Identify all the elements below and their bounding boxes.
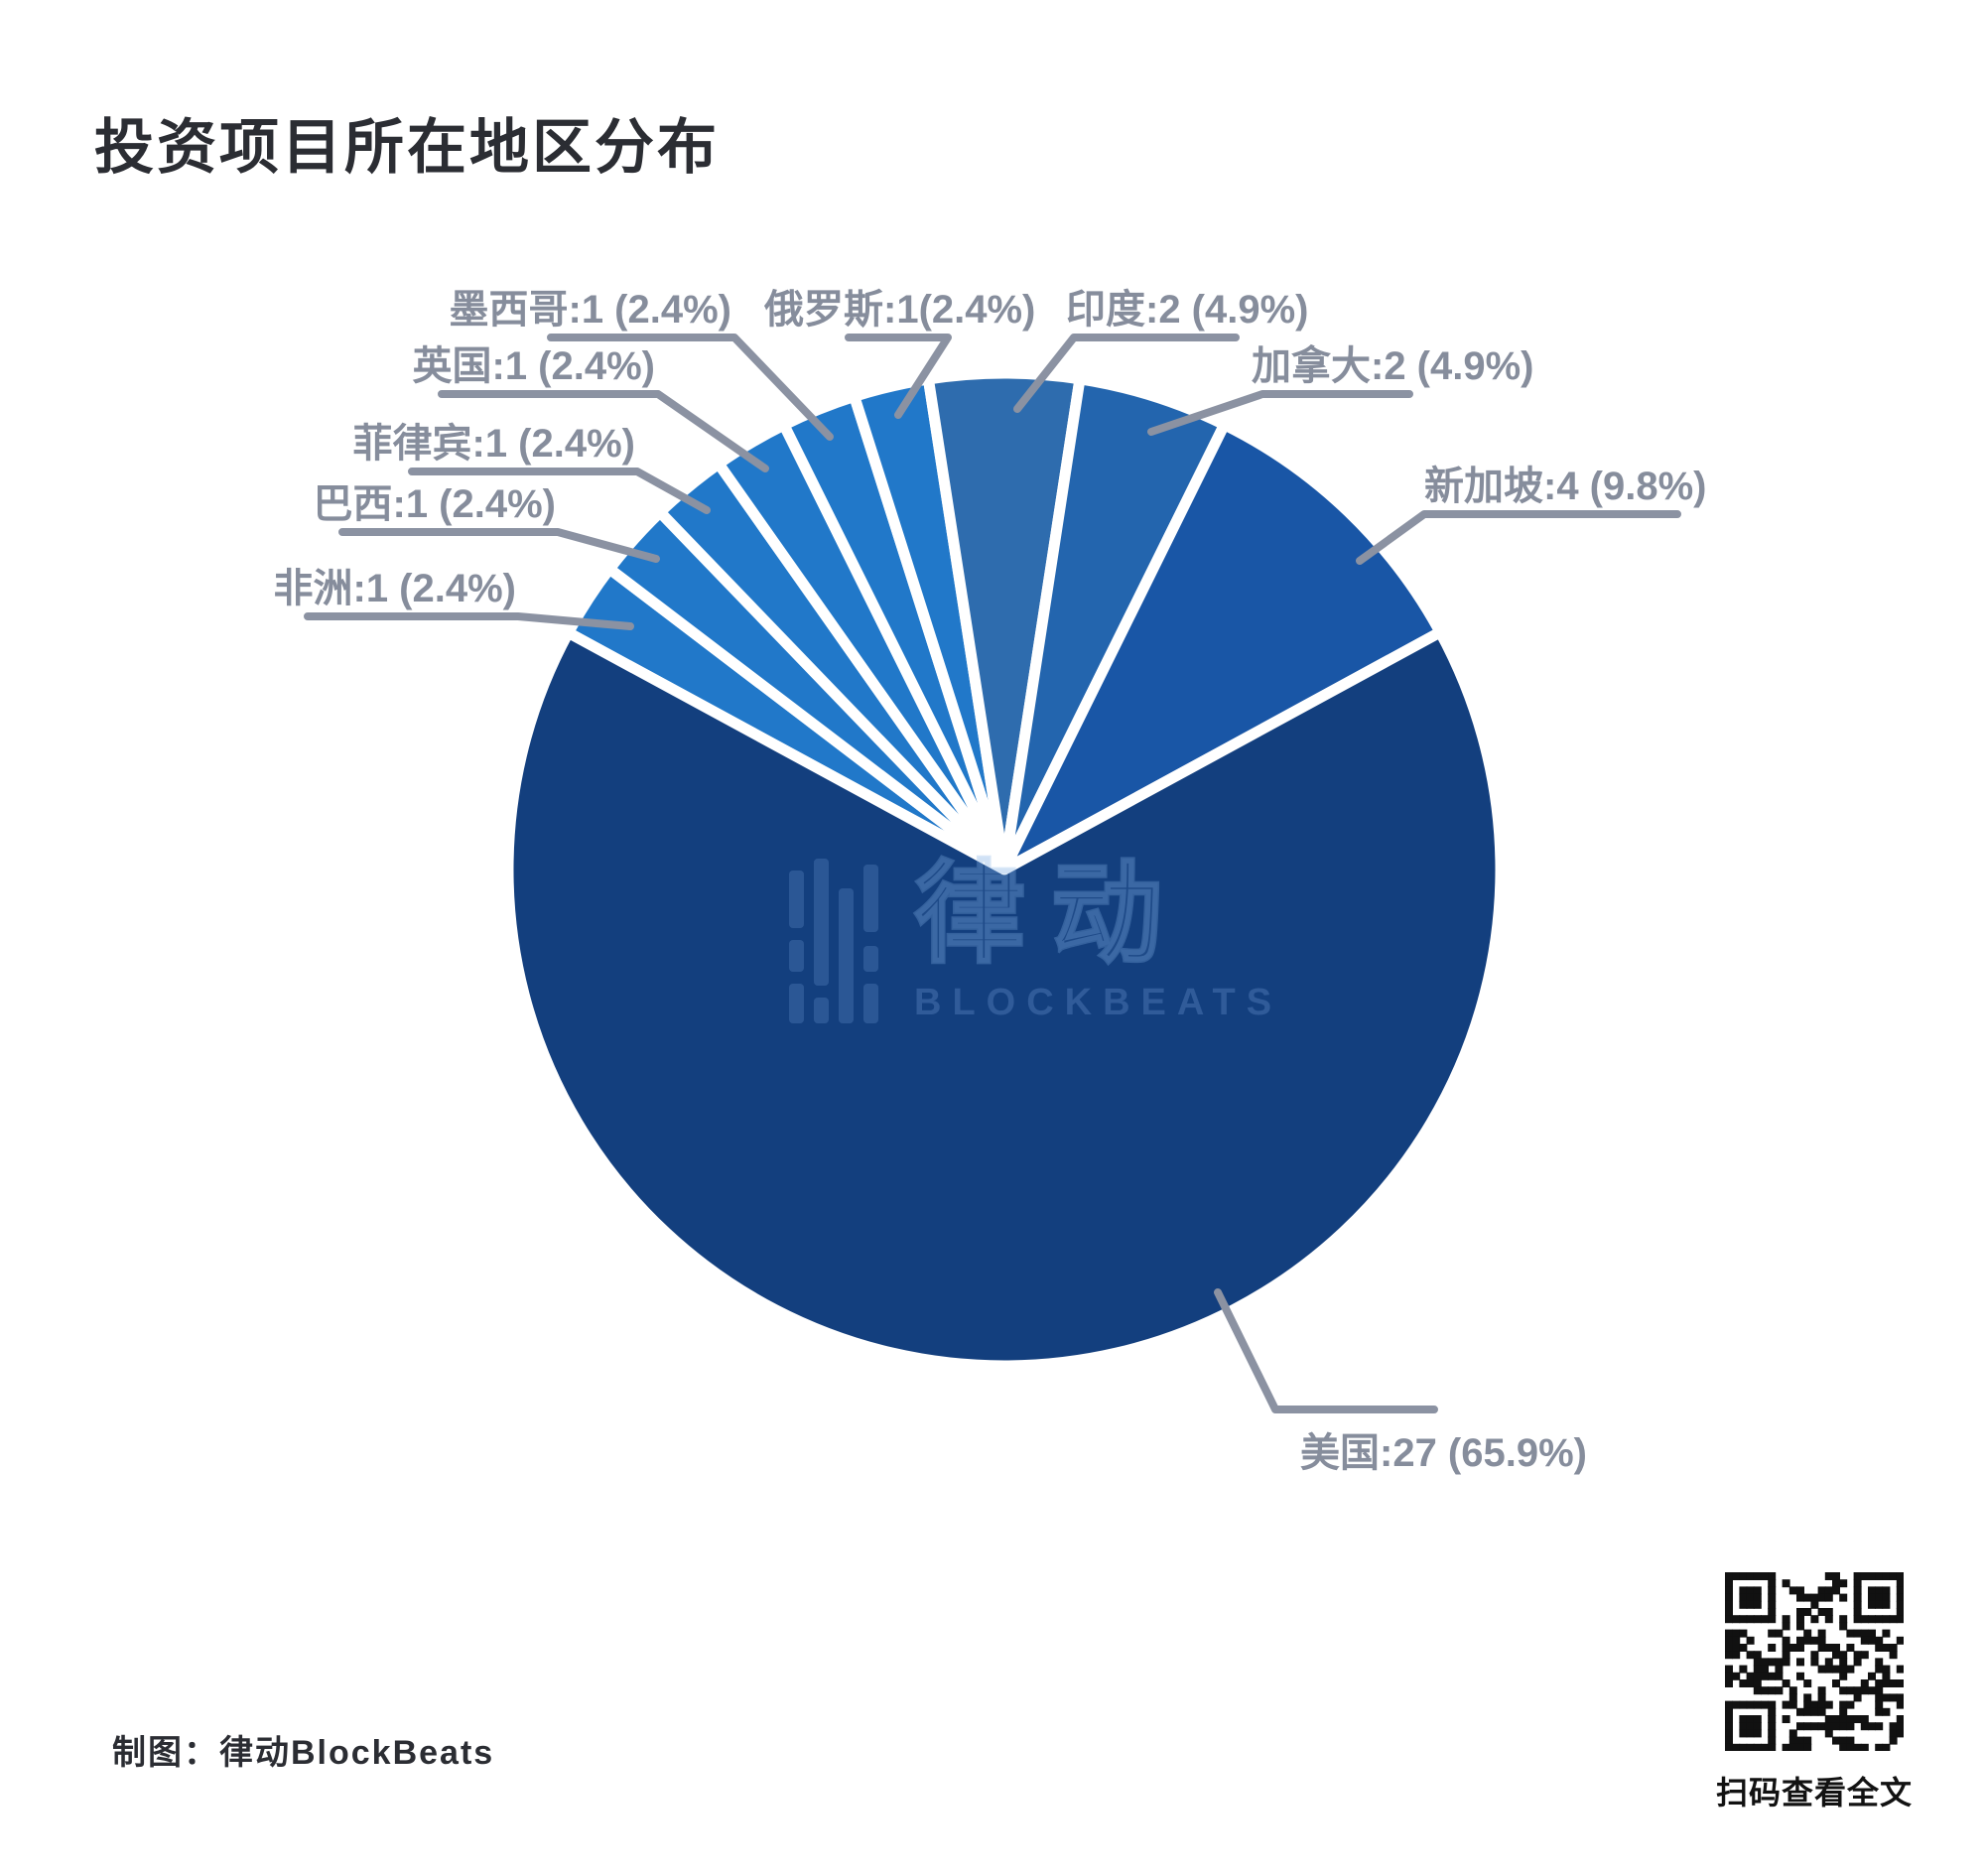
qr-caption: 扫码查看全文: [1715, 1775, 1913, 1810]
label-line-新加坡: [1356, 510, 1681, 565]
credit-text: 制图：律动BlockBeats: [112, 1734, 495, 1772]
label-line-非洲: [304, 612, 634, 630]
slice-label-墨西哥: 墨西哥:1 (2.4%): [450, 288, 732, 332]
page-title: 投资项目所在地区分布: [94, 114, 720, 181]
label-line-美国: [1214, 1288, 1438, 1413]
slice-label-印度: 印度:2 (4.9%): [1066, 288, 1309, 332]
slice-label-菲律宾: 菲律宾:1 (2.4%): [353, 422, 636, 466]
label-line-俄罗斯: [845, 334, 952, 419]
label-line-英国: [438, 390, 769, 472]
qr-block: 扫码查看全文: [1715, 1572, 1914, 1813]
label-line-加拿大: [1147, 390, 1413, 436]
pie-slice-新加坡: [998, 419, 1446, 875]
slice-label-英国: 英国:1 (2.4%): [413, 344, 656, 388]
slice-label-非洲: 非洲:1 (2.4%): [274, 567, 517, 610]
pie-slice-美国: [502, 626, 1507, 1372]
label-line-巴西: [338, 528, 660, 563]
slice-label-加拿大: 加拿大:2 (4.9%): [1252, 343, 1534, 388]
slice-label-俄罗斯: 俄罗斯:1(2.4%): [763, 288, 1035, 332]
qr-code: [1725, 1572, 1905, 1752]
label-line-菲律宾: [408, 468, 711, 514]
slice-label-巴西: 巴西:1 (2.4%): [314, 482, 557, 526]
label-line-印度: [1013, 334, 1240, 413]
label-line-墨西哥: [547, 334, 834, 441]
slice-label-美国: 美国:27 (65.9%): [1300, 1431, 1587, 1475]
slice-label-新加坡: 新加坡:4 (9.8%): [1424, 465, 1707, 508]
